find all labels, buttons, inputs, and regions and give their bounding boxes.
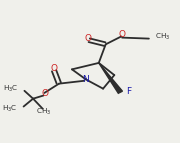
Text: N: N xyxy=(82,75,89,84)
Text: O: O xyxy=(50,64,57,73)
Text: F: F xyxy=(126,87,131,96)
Polygon shape xyxy=(99,63,122,93)
Text: H$_3$C: H$_3$C xyxy=(2,104,17,114)
Text: O: O xyxy=(42,89,49,98)
Text: CH$_3$: CH$_3$ xyxy=(36,107,51,117)
Text: H$_3$C: H$_3$C xyxy=(3,84,18,94)
Text: CH$_3$: CH$_3$ xyxy=(155,32,170,42)
Text: O: O xyxy=(119,30,126,39)
Text: O: O xyxy=(84,34,91,43)
